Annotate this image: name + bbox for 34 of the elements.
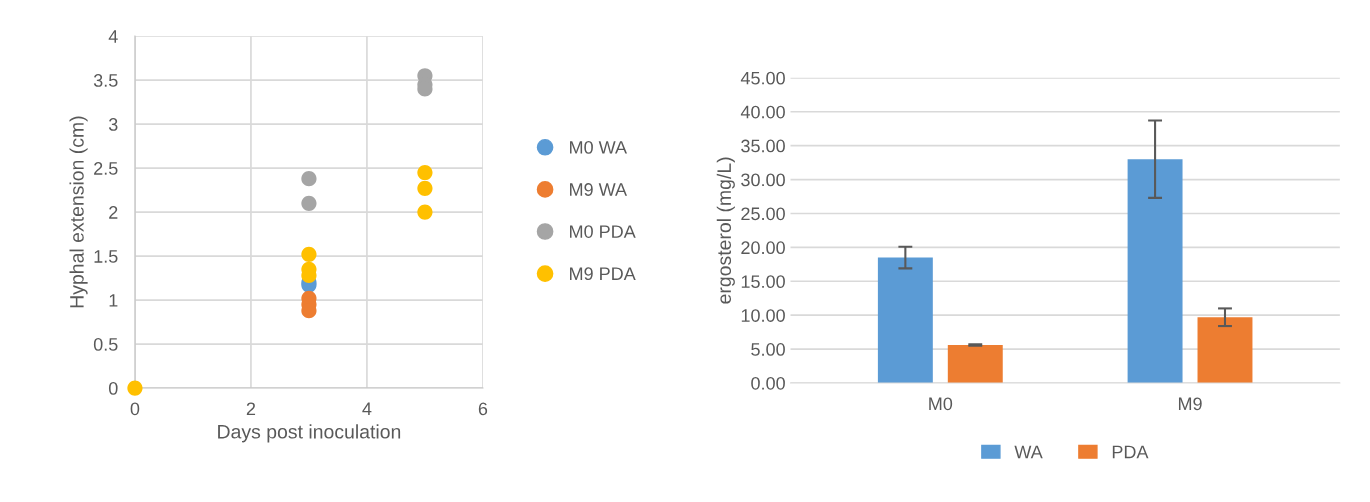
y-axis-title: ergosterol (mg/L) [716, 157, 735, 304]
legend-label: M9 WA [570, 183, 628, 196]
y-tick-label: 10.00 [741, 309, 785, 322]
y-axis-title: Hyphal extension (cm) [69, 116, 88, 308]
y-tick-label: 20.00 [741, 241, 785, 255]
x-tick-label: M0 [929, 397, 953, 411]
y-tick-label: 45.00 [740, 71, 785, 85]
y-tick-label: 1.5 [94, 250, 118, 263]
y-tick-label: 2.5 [94, 162, 118, 175]
y-tick-label: 2 [109, 206, 118, 219]
legend-label: PDA [1112, 445, 1149, 459]
y-tick-label: 0 [108, 381, 118, 395]
y-tick-label: 5.00 [751, 343, 785, 356]
x-axis-title: Days post inoculation [218, 424, 401, 443]
legend-label: M0 PDA [570, 225, 636, 238]
y-tick-label: 3 [108, 118, 118, 131]
legend-label: WA [1014, 445, 1043, 459]
x-tick-label: 2 [246, 402, 256, 416]
y-tick-label: 35.00 [741, 139, 785, 153]
y-tick-label: 0.5 [93, 337, 118, 351]
y-tick-label: 15.00 [741, 275, 785, 289]
y-tick-label: 40.00 [740, 105, 785, 119]
y-tick-label: 3.5 [93, 74, 118, 87]
x-tick-label: 0 [130, 402, 140, 416]
y-tick-label: 30.00 [741, 173, 785, 187]
y-tick-label: 25.00 [741, 207, 785, 221]
y-tick-label: 4 [108, 30, 118, 43]
y-tick-label: 0.00 [751, 376, 785, 390]
x-tick-label: 6 [478, 402, 488, 416]
y-tick-label: 1 [109, 294, 118, 307]
x-tick-label: M9 [1178, 397, 1202, 411]
legend-label: M9 PDA [570, 267, 636, 281]
x-tick-label: 4 [362, 402, 372, 416]
legend-label: M0 WA [570, 140, 628, 154]
